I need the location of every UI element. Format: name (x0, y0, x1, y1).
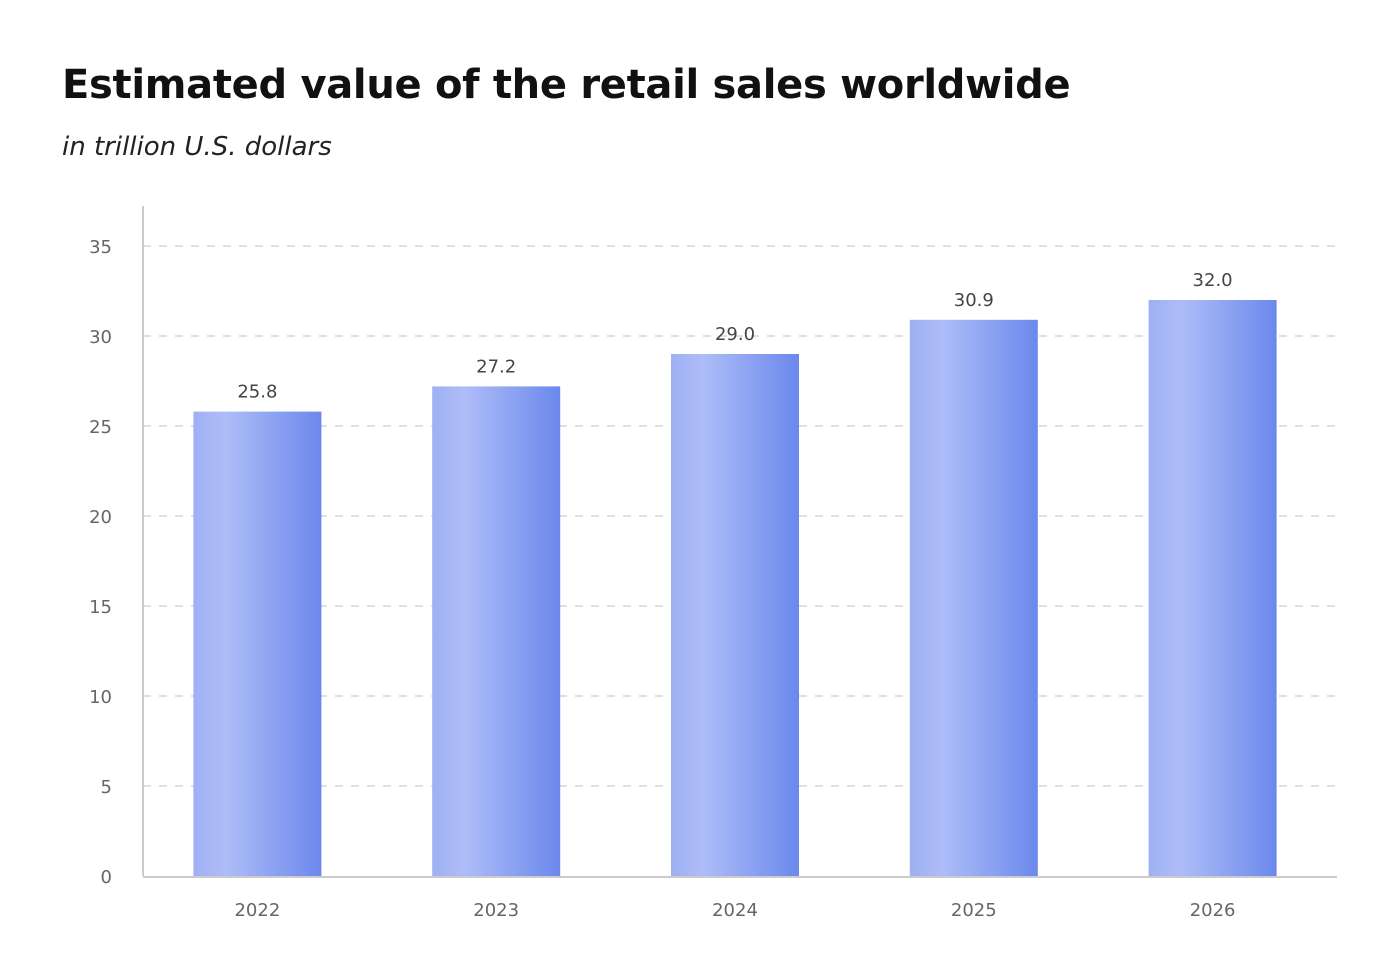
y-tick-label: 30 (89, 327, 112, 348)
data-label: 29.0 (715, 324, 755, 345)
x-tick-label: 2026 (1190, 900, 1236, 921)
y-tick-label: 20 (89, 507, 112, 528)
y-tick-label: 5 (101, 777, 112, 798)
bar (1148, 300, 1277, 876)
chart-title: Estimated value of the retail sales worl… (62, 62, 1071, 108)
y-tick-label: 25 (89, 417, 112, 438)
data-label: 25.8 (237, 382, 277, 403)
y-tick-label: 15 (89, 597, 112, 618)
bar (193, 411, 322, 876)
x-tick-label: 2024 (712, 900, 758, 921)
y-tick-label: 35 (89, 237, 112, 258)
data-label: 32.0 (1193, 270, 1233, 291)
data-label: 27.2 (476, 356, 516, 377)
chart-subtitle: in trillion U.S. dollars (62, 132, 332, 162)
bar (671, 354, 799, 876)
x-tick-label: 2023 (473, 900, 519, 921)
x-tick-label: 2022 (234, 900, 280, 921)
x-tick-label: 2025 (951, 900, 997, 921)
bar (909, 319, 1038, 876)
y-tick-label: 0 (101, 867, 112, 888)
bar (432, 386, 561, 876)
y-tick-label: 10 (89, 687, 112, 708)
data-label: 30.9 (954, 290, 994, 311)
